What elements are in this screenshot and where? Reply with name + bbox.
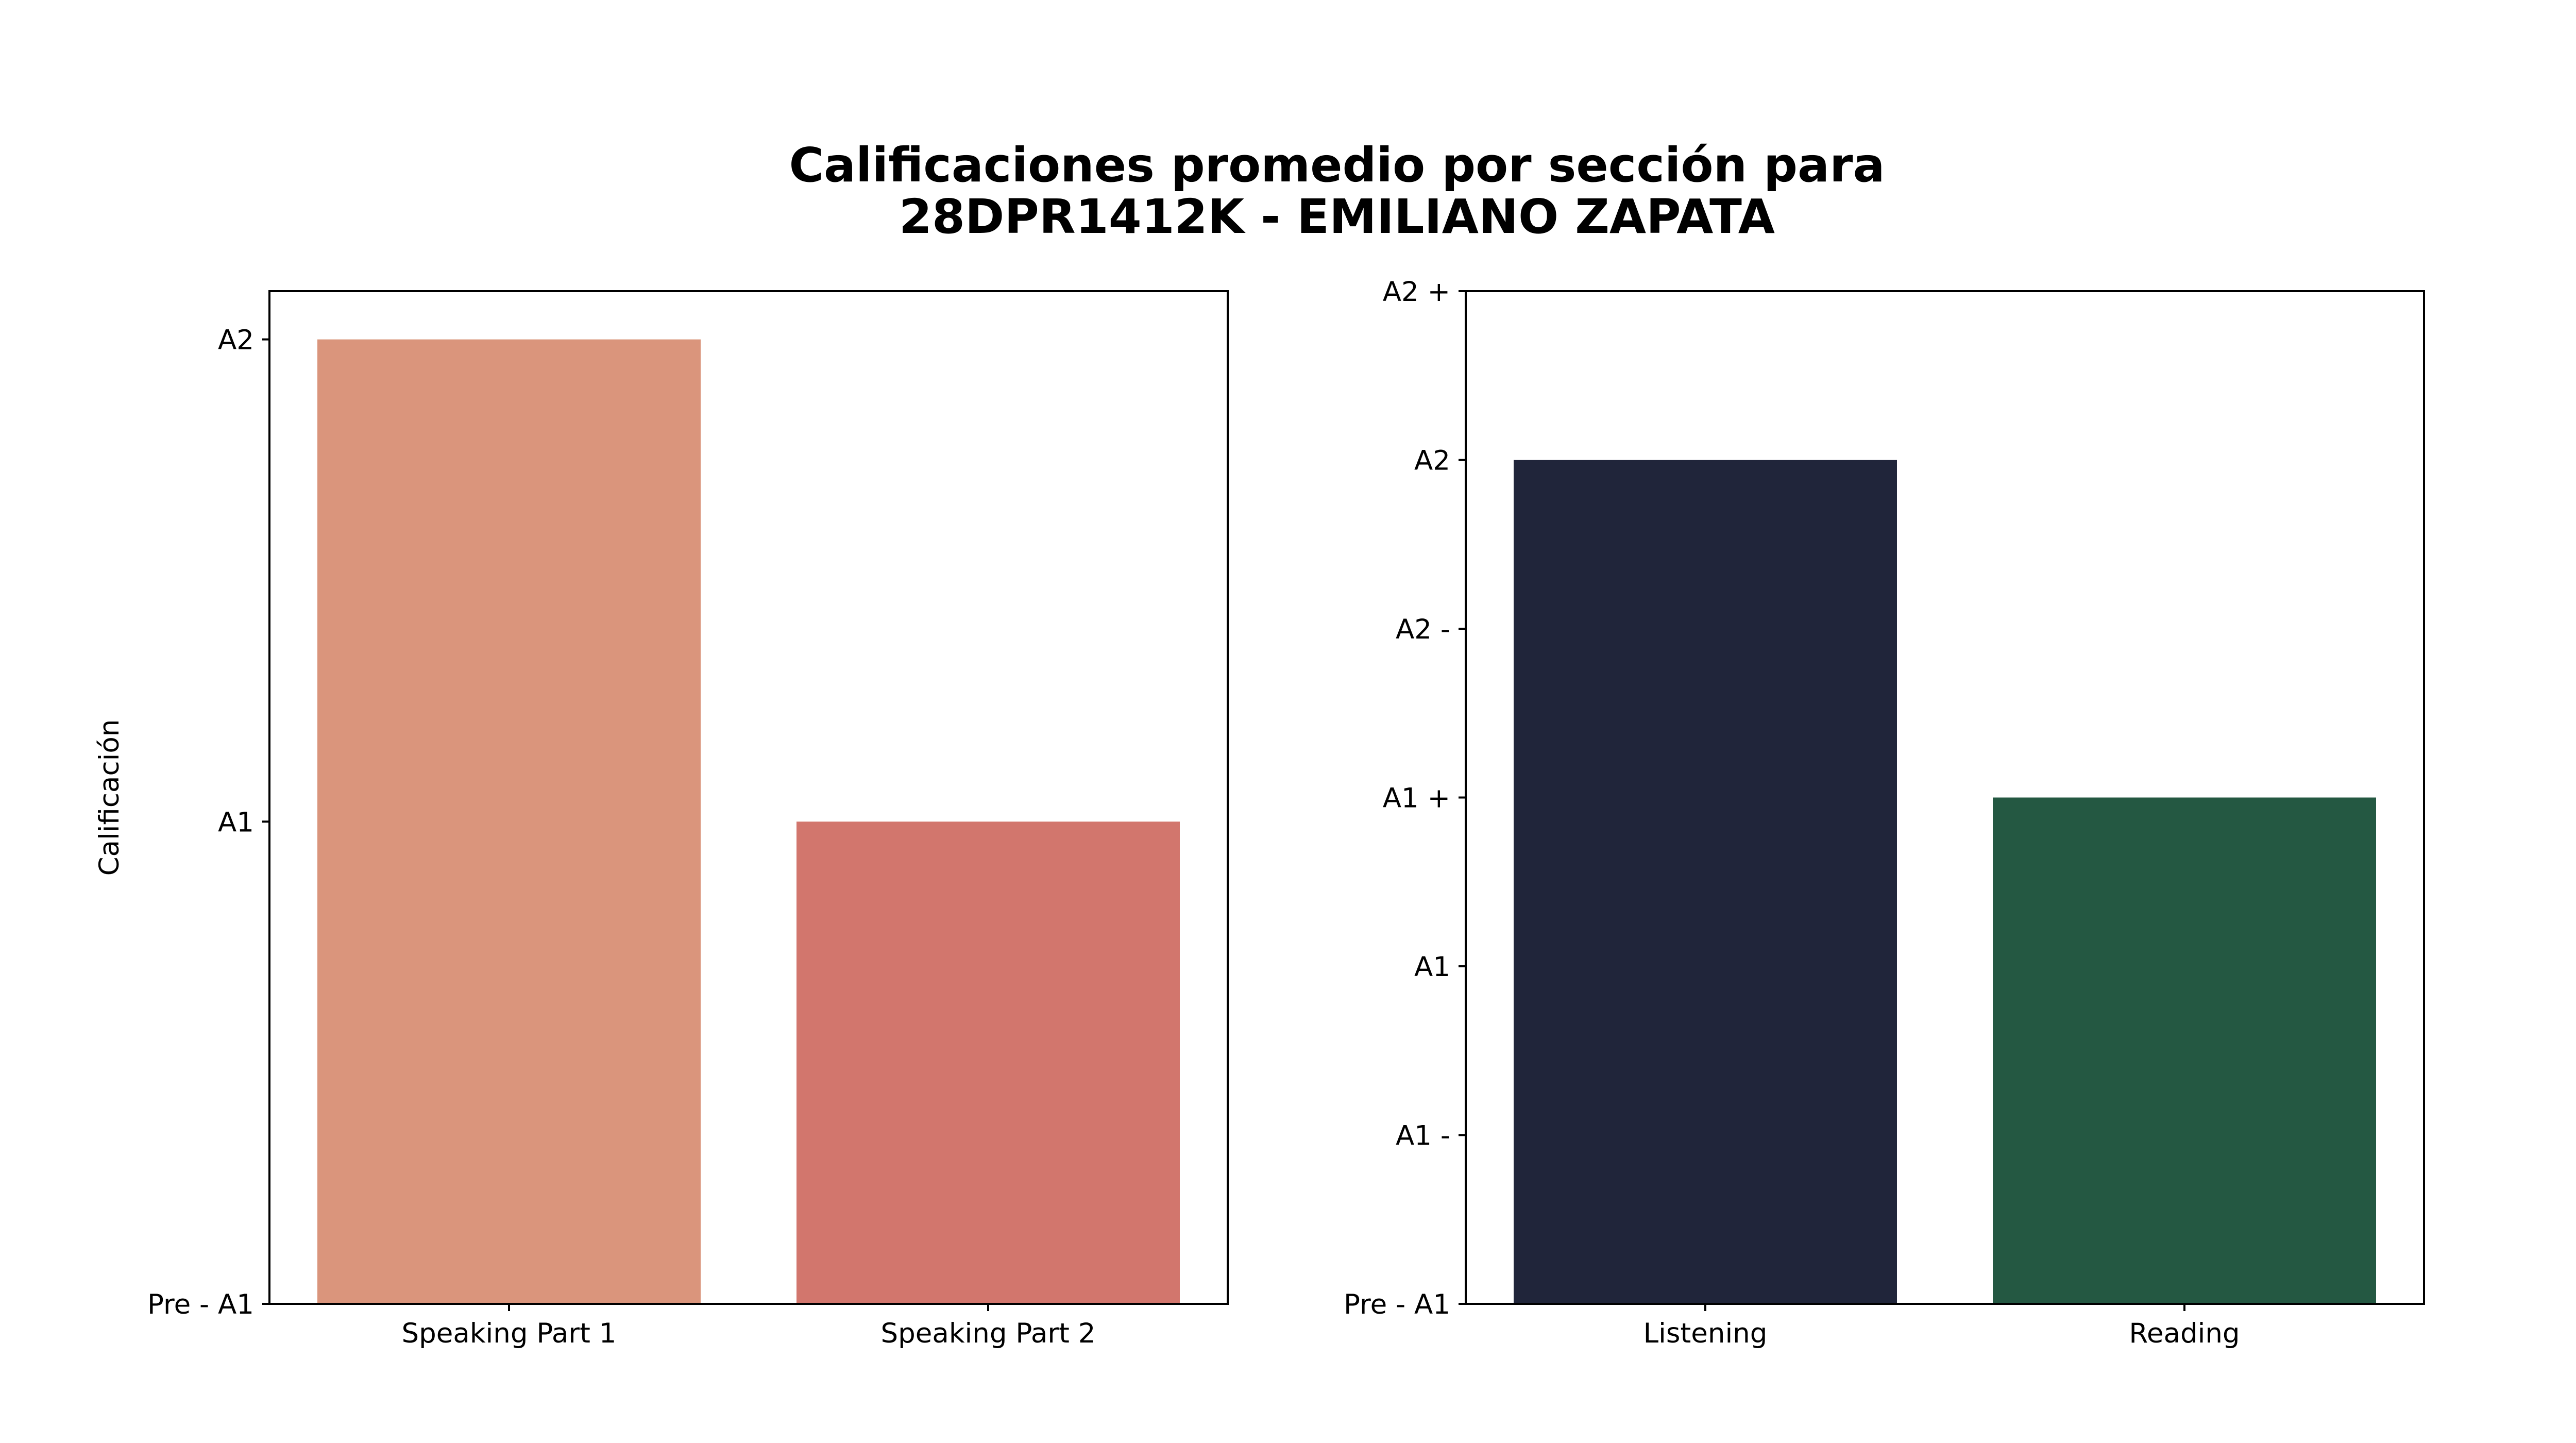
speaking-chart-panel: Pre - A1 A1 A2 Speaking Part 1 Speaking Part… <box>94 290 1229 1349</box>
bar-speaking-part-2 <box>796 821 1180 1304</box>
y-tick-label: A1 + <box>1383 783 1450 814</box>
chart-title-line-1: Calificaciones promedio por sección para <box>789 138 1885 193</box>
y-tick-label: A1 <box>1414 951 1450 983</box>
y-tick-label: A1 <box>218 807 254 838</box>
x-tick-label: Speaking Part 2 <box>880 1318 1095 1349</box>
y-tick-label: A2 + <box>1383 276 1450 308</box>
y-tick-label: A2 - <box>1396 614 1450 645</box>
bar-speaking-part-1 <box>317 339 701 1304</box>
y-tick-label: A2 <box>1414 445 1450 477</box>
y-axis-label: Calificación <box>94 719 125 876</box>
plot-frame <box>268 290 1229 1305</box>
bar-listening <box>1514 460 1897 1304</box>
x-tick-label: Listening <box>1643 1318 1768 1349</box>
chart-title-line-2: 28DPR1412K - EMILIANO ZAPATA <box>899 189 1775 244</box>
x-tick-label: Speaking Part 1 <box>401 1318 616 1349</box>
y-tick-label: Pre - A1 <box>147 1289 254 1320</box>
y-tick-label: A2 <box>218 325 254 356</box>
listening-reading-chart-panel: Pre - A1 A1 - A1 A1 + A2 - A2 A2 + Listening Rea… <box>1344 276 2425 1349</box>
y-tick-label: A1 - <box>1396 1120 1450 1152</box>
bar-reading <box>1993 797 2376 1304</box>
y-tick-label: Pre - A1 <box>1344 1289 1450 1320</box>
x-tick-label: Reading <box>2129 1318 2240 1349</box>
